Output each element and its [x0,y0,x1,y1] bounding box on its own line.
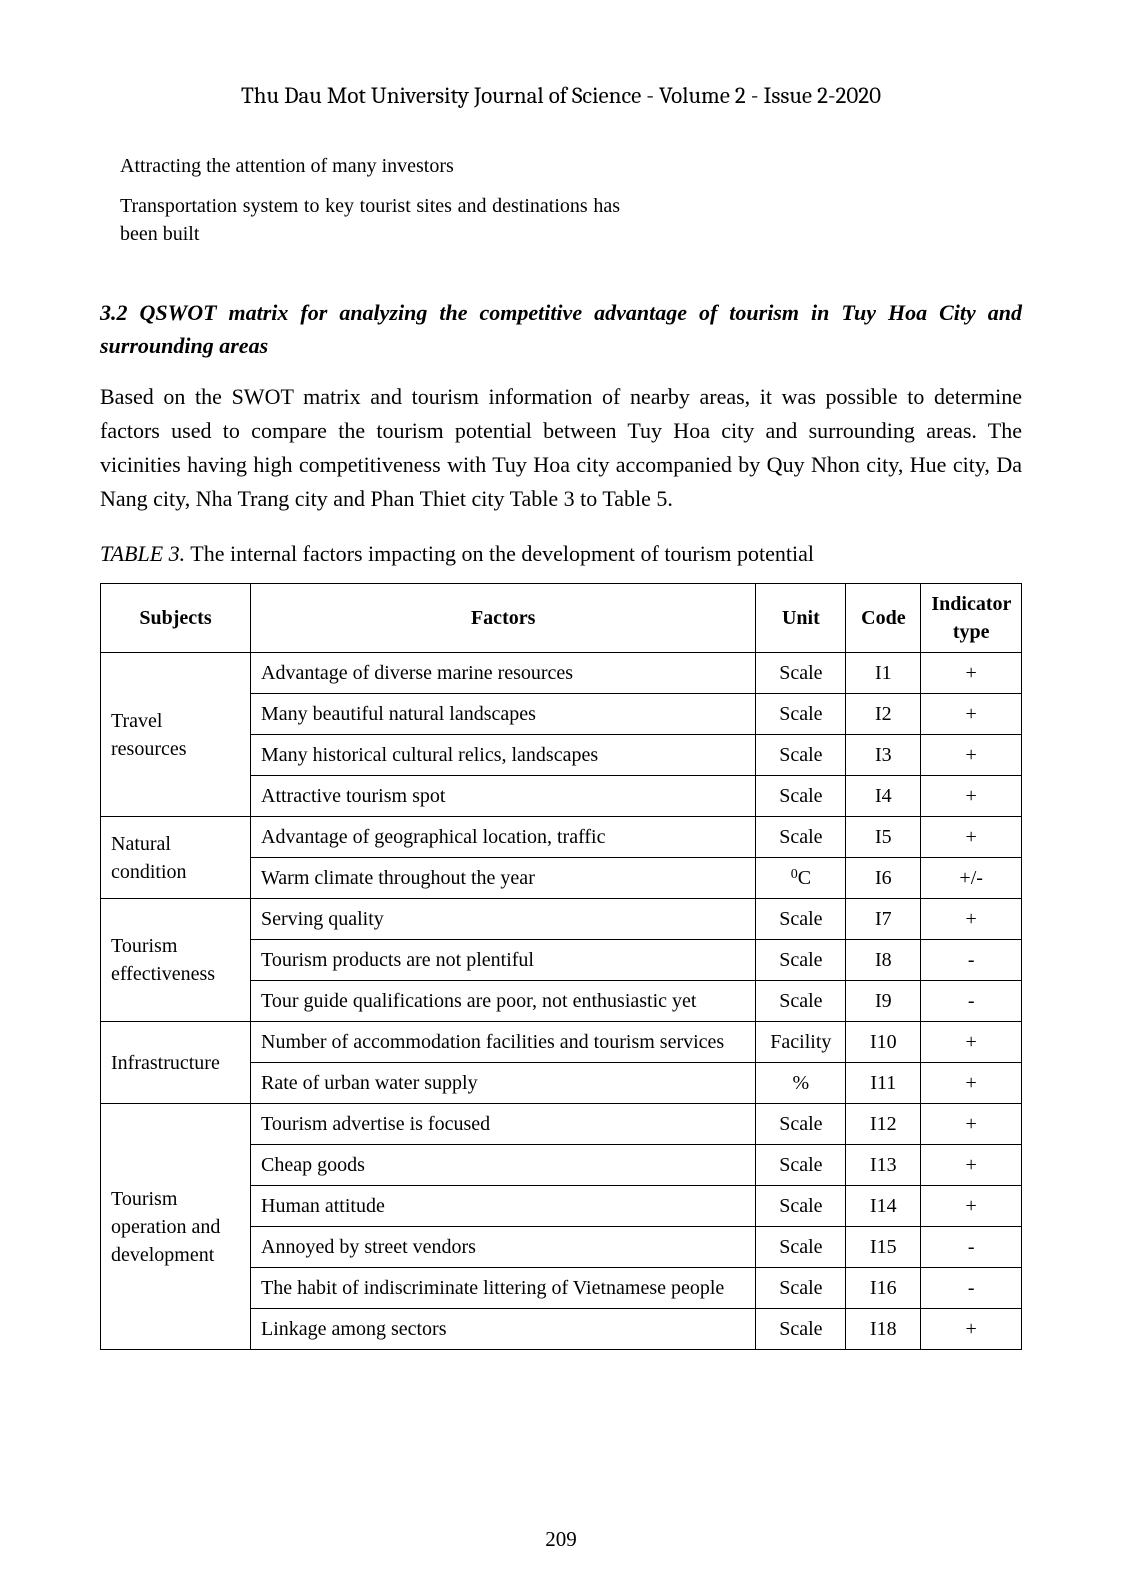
unit-cell: Scale [756,776,846,817]
journal-header: Thu Dau Mot University Journal of Scienc… [100,80,1022,112]
subject-cell: Natural condition [101,817,251,899]
table-caption-label: TABLE 3. [100,541,185,566]
code-cell: I18 [846,1309,921,1350]
indicator-cell: + [921,694,1022,735]
intro-line-1: Attracting the attention of many investo… [120,152,620,180]
unit-cell: Scale [756,1268,846,1309]
factor-cell: Cheap goods [251,1145,756,1186]
code-cell: I3 [846,735,921,776]
unit-cell: Scale [756,940,846,981]
indicator-cell: + [921,776,1022,817]
indicator-cell: + [921,1104,1022,1145]
table-row: Infrastructure Number of accommodation f… [101,1022,1022,1063]
col-header-factors: Factors [251,584,756,653]
factor-cell: Many beautiful natural landscapes [251,694,756,735]
code-cell: I8 [846,940,921,981]
unit-cell: Scale [756,735,846,776]
unit-cell: Facility [756,1022,846,1063]
subject-cell: Tourism operation and development [101,1104,251,1350]
indicator-cell: + [921,1022,1022,1063]
unit-cell-degree: 0C [756,858,846,899]
indicator-cell: + [921,899,1022,940]
code-cell: I11 [846,1063,921,1104]
code-cell: I14 [846,1186,921,1227]
table-header-row: Subjects Factors Unit Code Indicator typ… [101,584,1022,653]
unit-cell: Scale [756,1186,846,1227]
factor-cell: Linkage among sectors [251,1309,756,1350]
code-cell: I15 [846,1227,921,1268]
code-cell: I1 [846,653,921,694]
table-row: Natural condition Advantage of geographi… [101,817,1022,858]
subject-cell: Infrastructure [101,1022,251,1104]
code-cell: I6 [846,858,921,899]
section-paragraph: Based on the SWOT matrix and tourism inf… [100,380,1022,516]
table-row: Tourism operation and development Touris… [101,1104,1022,1145]
unit-cell: Scale [756,1145,846,1186]
unit-cell: Scale [756,694,846,735]
factor-cell: Tourism advertise is focused [251,1104,756,1145]
factor-cell: Tour guide qualifications are poor, not … [251,981,756,1022]
factor-cell: Tourism products are not plentiful [251,940,756,981]
code-cell: I16 [846,1268,921,1309]
unit-cell: Scale [756,817,846,858]
indicator-cell: + [921,1063,1022,1104]
subject-cell: Travel resources [101,653,251,817]
code-cell: I5 [846,817,921,858]
unit-cell: Scale [756,1227,846,1268]
unit-cell: Scale [756,1104,846,1145]
col-header-subjects: Subjects [101,584,251,653]
indicator-cell: - [921,940,1022,981]
factor-cell: Advantage of geographical location, traf… [251,817,756,858]
factor-cell: Human attitude [251,1186,756,1227]
factor-cell: Serving quality [251,899,756,940]
intro-line-2: Transportation system to key tourist sit… [120,192,620,248]
unit-cell: Scale [756,653,846,694]
unit-cell: Scale [756,981,846,1022]
code-cell: I9 [846,981,921,1022]
unit-cell: Scale [756,899,846,940]
indicator-cell: +/- [921,858,1022,899]
factor-cell: Warm climate throughout the year [251,858,756,899]
code-cell: I7 [846,899,921,940]
factor-cell: Many historical cultural relics, landsca… [251,735,756,776]
section-title: 3.2 QSWOT matrix for analyzing the compe… [100,296,1022,362]
subject-cell: Tourism effectiveness [101,899,251,1022]
intro-block: Attracting the attention of many investo… [100,152,1022,248]
unit-cell: Scale [756,1309,846,1350]
table-caption: TABLE 3. The internal factors impacting … [100,539,1022,570]
code-cell: I10 [846,1022,921,1063]
indicator-cell: - [921,1268,1022,1309]
factor-cell: Attractive tourism spot [251,776,756,817]
indicator-cell: + [921,1309,1022,1350]
factor-cell: The habit of indiscriminate littering of… [251,1268,756,1309]
table-row: Travel resources Advantage of diverse ma… [101,653,1022,694]
code-cell: I12 [846,1104,921,1145]
page-number: 209 [100,1525,1022,1554]
code-cell: I13 [846,1145,921,1186]
indicator-cell: - [921,1227,1022,1268]
col-header-indicator: Indicator type [921,584,1022,653]
factor-cell: Number of accommodation facilities and t… [251,1022,756,1063]
factor-cell: Rate of urban water supply [251,1063,756,1104]
unit-cell: % [756,1063,846,1104]
indicator-cell: + [921,735,1022,776]
internal-factors-table: Subjects Factors Unit Code Indicator typ… [100,583,1022,1350]
code-cell: I2 [846,694,921,735]
col-header-unit: Unit [756,584,846,653]
indicator-cell: + [921,653,1022,694]
indicator-cell: + [921,1145,1022,1186]
factor-cell: Annoyed by street vendors [251,1227,756,1268]
table-caption-text: The internal factors impacting on the de… [185,541,814,566]
indicator-cell: + [921,1186,1022,1227]
table-row: Tourism effectiveness Serving quality Sc… [101,899,1022,940]
indicator-cell: + [921,817,1022,858]
factor-cell: Advantage of diverse marine resources [251,653,756,694]
indicator-cell: - [921,981,1022,1022]
col-header-code: Code [846,584,921,653]
code-cell: I4 [846,776,921,817]
